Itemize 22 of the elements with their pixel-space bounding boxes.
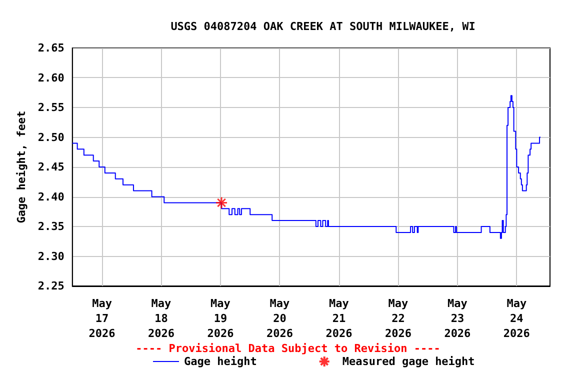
y-tick-label: 2.40: [38, 190, 64, 204]
y-tick-label: 2.55: [38, 101, 64, 114]
x-tick-label: May 20 2026: [266, 297, 294, 340]
y-tick-label: 2.35: [38, 220, 64, 233]
legend-label: Measured gage height: [342, 355, 475, 368]
x-tick-label: May 24 2026: [503, 297, 530, 340]
y-tick-label: 2.45: [38, 160, 64, 174]
y-tick-label: 2.25: [38, 280, 64, 292]
x-tick-label: May 19 2026: [207, 297, 234, 340]
y-tick-label: 2.65: [38, 42, 64, 54]
x-tick-label: May 23 2026: [444, 297, 472, 340]
legend-label: Gage height: [184, 355, 257, 368]
y-tick-label: 2.60: [38, 71, 64, 84]
x-tick-label: May 17 2026: [88, 297, 116, 340]
x-tick-label: May 22 2026: [384, 297, 412, 340]
chart-title: USGS 04087204 OAK CREEK AT SOUTH MILWAUKEE, WI: [170, 20, 476, 33]
y-tick-label: 2.30: [38, 250, 64, 263]
x-tick-label: May 21 2026: [326, 297, 353, 340]
y-axis-title: Gage height, feet: [15, 110, 28, 224]
x-tick-label: May 18 2026: [148, 297, 175, 340]
text: ---- Provisional Data Subject to Revision ----: [136, 342, 440, 355]
y-tick-label: 2.50: [38, 130, 64, 144]
